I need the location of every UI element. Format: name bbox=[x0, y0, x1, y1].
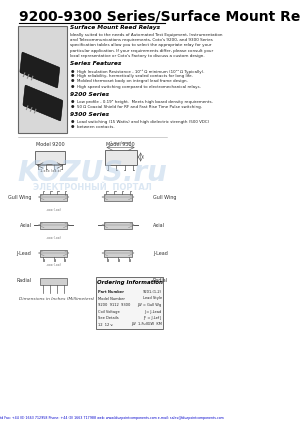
Bar bbox=[40, 193, 67, 201]
Bar bbox=[104, 221, 132, 229]
Text: particular application. If your requirements differ, please consult your: particular application. If your requirem… bbox=[70, 48, 213, 53]
FancyBboxPatch shape bbox=[20, 52, 60, 88]
Text: ●  High Insulation Resistance - 10¹³ Ω minimum (10¹⁴ Ω Typically).: ● High Insulation Resistance - 10¹³ Ω mi… bbox=[71, 69, 205, 74]
Bar bbox=[96, 277, 163, 329]
Bar bbox=[105, 150, 136, 164]
Text: Gull Wing: Gull Wing bbox=[8, 195, 32, 199]
Text: Part Number: Part Number bbox=[98, 290, 124, 294]
Text: ●  Molded thermoset body on integral lead frame design.: ● Molded thermoset body on integral lead… bbox=[71, 79, 188, 83]
Text: Axial: Axial bbox=[20, 223, 32, 227]
Text: ●  between contacts.: ● between contacts. bbox=[71, 125, 115, 129]
Bar bbox=[104, 249, 132, 257]
Text: local representative or Coto's Factory to discuss a custom design.: local representative or Coto's Factory t… bbox=[70, 54, 204, 58]
Bar bbox=[35, 150, 65, 164]
Text: Gull Wing: Gull Wing bbox=[153, 195, 176, 199]
Text: Radial: Radial bbox=[16, 278, 32, 283]
Text: 9201-(1-2): 9201-(1-2) bbox=[143, 290, 162, 294]
Text: J-Lead: J-Lead bbox=[17, 250, 32, 255]
Text: .xxx (.xx): .xxx (.xx) bbox=[46, 235, 61, 240]
Text: 12  12 v.: 12 12 v. bbox=[98, 323, 113, 326]
Text: Model 9200: Model 9200 bbox=[36, 142, 64, 147]
Text: ●  Low profile - 0.19" height.  Meets high board density requirements.: ● Low profile - 0.19" height. Meets high… bbox=[71, 100, 213, 104]
Text: Lead Style: Lead Style bbox=[142, 297, 162, 300]
Text: .xxx (.xx): .xxx (.xx) bbox=[46, 264, 61, 267]
Text: .xxx (.xx): .xxx (.xx) bbox=[46, 207, 61, 212]
Text: See Details: See Details bbox=[98, 316, 118, 320]
Text: JF = J-Lef J: JF = J-Lef J bbox=[143, 316, 162, 320]
Text: 9200  9112  9300: 9200 9112 9300 bbox=[98, 303, 130, 307]
Bar bbox=[104, 193, 132, 201]
Text: ЭЛЕКТРОННЫЙ  ПОРТАЛ: ЭЛЕКТРОННЫЙ ПОРТАЛ bbox=[33, 182, 152, 192]
Text: J-Lead: J-Lead bbox=[153, 250, 168, 255]
Text: Surface Mount Reed Relays: Surface Mount Reed Relays bbox=[70, 25, 160, 30]
Text: 9200 Series: 9200 Series bbox=[70, 92, 109, 97]
Bar bbox=[40, 221, 67, 229]
Text: Bluepoint Components Ltd Fax: +44 (0) 1663 712958 Phone: +44 (0) 1663 717988 web: Bluepoint Components Ltd Fax: +44 (0) 16… bbox=[0, 416, 224, 420]
Text: ●  Load switching (15 Watts) and high dielectric strength (500 VDC): ● Load switching (15 Watts) and high die… bbox=[71, 120, 209, 124]
Text: KOZUS.ru: KOZUS.ru bbox=[17, 159, 167, 187]
Bar bbox=[40, 278, 67, 284]
Text: Ordering Information: Ordering Information bbox=[97, 280, 163, 285]
Text: Axial: Axial bbox=[153, 223, 165, 227]
Text: JW  1-FullGW  KM: JW 1-FullGW KM bbox=[131, 323, 162, 326]
Text: Model 9300: Model 9300 bbox=[106, 142, 135, 147]
FancyBboxPatch shape bbox=[23, 85, 63, 121]
Text: J = J-Lead: J = J-Lead bbox=[144, 309, 162, 314]
Text: JW = Gull Wg: JW = Gull Wg bbox=[137, 303, 162, 307]
Bar bbox=[40, 249, 67, 257]
Bar bbox=[18, 26, 67, 133]
Text: 1.xxx (xx.x): 1.xxx (xx.x) bbox=[110, 141, 131, 145]
Text: Coil Voltage: Coil Voltage bbox=[98, 309, 120, 314]
Text: 9300 Series: 9300 Series bbox=[70, 112, 109, 117]
Text: specification tables allow you to select the appropriate relay for your: specification tables allow you to select… bbox=[70, 43, 211, 48]
Text: Model Number: Model Number bbox=[98, 297, 125, 300]
Text: 1.xxx (xx.x): 1.xxx (xx.x) bbox=[40, 168, 61, 173]
Text: Series Features: Series Features bbox=[70, 61, 121, 66]
Text: Dimensions in Inches (Millimeters): Dimensions in Inches (Millimeters) bbox=[19, 297, 94, 301]
Text: ●  High reliability, hermetically sealed contacts for long life.: ● High reliability, hermetically sealed … bbox=[71, 74, 193, 78]
Text: 9200-9300 Series/Surface Mount Reed Relays: 9200-9300 Series/Surface Mount Reed Rela… bbox=[19, 10, 300, 24]
Text: Ideally suited to the needs of Automated Test Equipment, Instrumentation: Ideally suited to the needs of Automated… bbox=[70, 33, 222, 37]
Text: ●  High speed switching compared to electromechanical relays.: ● High speed switching compared to elect… bbox=[71, 85, 201, 88]
Text: and Telecommunications requirements, Coto's 9200, and 9300 Series: and Telecommunications requirements, Cot… bbox=[70, 38, 212, 42]
Text: ●  50 Ω Coaxial Shield for RF and Fast Rise Time Pulse switching.: ● 50 Ω Coaxial Shield for RF and Fast Ri… bbox=[71, 105, 202, 109]
Text: Radial: Radial bbox=[153, 278, 168, 283]
